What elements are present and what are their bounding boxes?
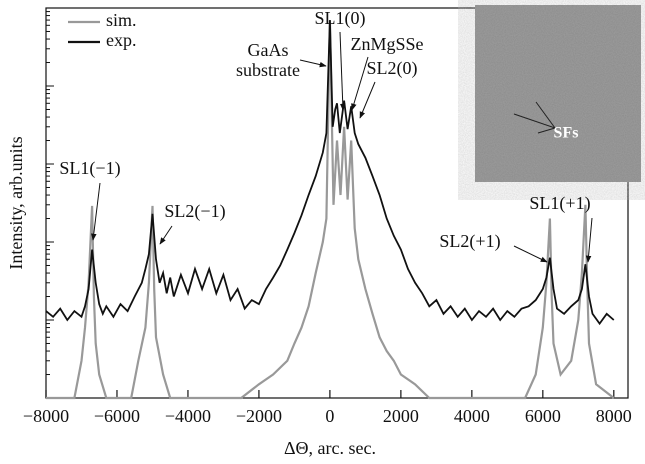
annotation-arrow <box>159 225 173 245</box>
annotation: SL1(+1) <box>529 193 590 214</box>
annotation-arrow <box>90 182 101 241</box>
annotation-arrow <box>351 56 369 111</box>
annotation: SL1(0) <box>315 8 366 29</box>
x-tick-label: 4000 <box>454 406 490 426</box>
annotation-arrow <box>359 81 376 119</box>
inset-image <box>475 5 641 182</box>
annotation: SL2(+1) <box>439 231 500 252</box>
x-tick-label: −6000 <box>94 406 140 426</box>
x-tick-label: −2000 <box>236 406 282 426</box>
annotation: SL2(−1) <box>164 201 225 222</box>
x-tick-label: 8000 <box>596 406 632 426</box>
legend-label: exp. <box>106 30 137 50</box>
annotation-arrow <box>299 59 327 68</box>
annotation-arrow <box>513 245 548 263</box>
series-line <box>45 20 615 326</box>
x-tick-label: −8000 <box>23 406 69 426</box>
annotation-arrow <box>585 217 593 263</box>
annotation: substrate <box>236 60 300 80</box>
annotation: SL2(0) <box>367 58 418 79</box>
x-tick-label: 2000 <box>383 406 419 426</box>
x-tick-label: −4000 <box>165 406 211 426</box>
x-tick-label: 6000 <box>525 406 561 426</box>
series-line <box>46 20 615 400</box>
annotation: SL1(−1) <box>59 158 120 179</box>
annotation-arrow <box>339 31 346 111</box>
legend-label: sim. <box>106 10 137 30</box>
y-axis-label: Intensity, arb.units <box>6 136 26 269</box>
plot-frame <box>45 7 629 399</box>
annotation: SFs <box>554 125 579 142</box>
annotation: GaAs <box>248 40 289 60</box>
x-axis-label: ΔΘ, arc. sec. <box>284 438 376 458</box>
annotation: ZnMgSSe <box>350 34 423 54</box>
x-tick-label: 0 <box>325 406 334 426</box>
